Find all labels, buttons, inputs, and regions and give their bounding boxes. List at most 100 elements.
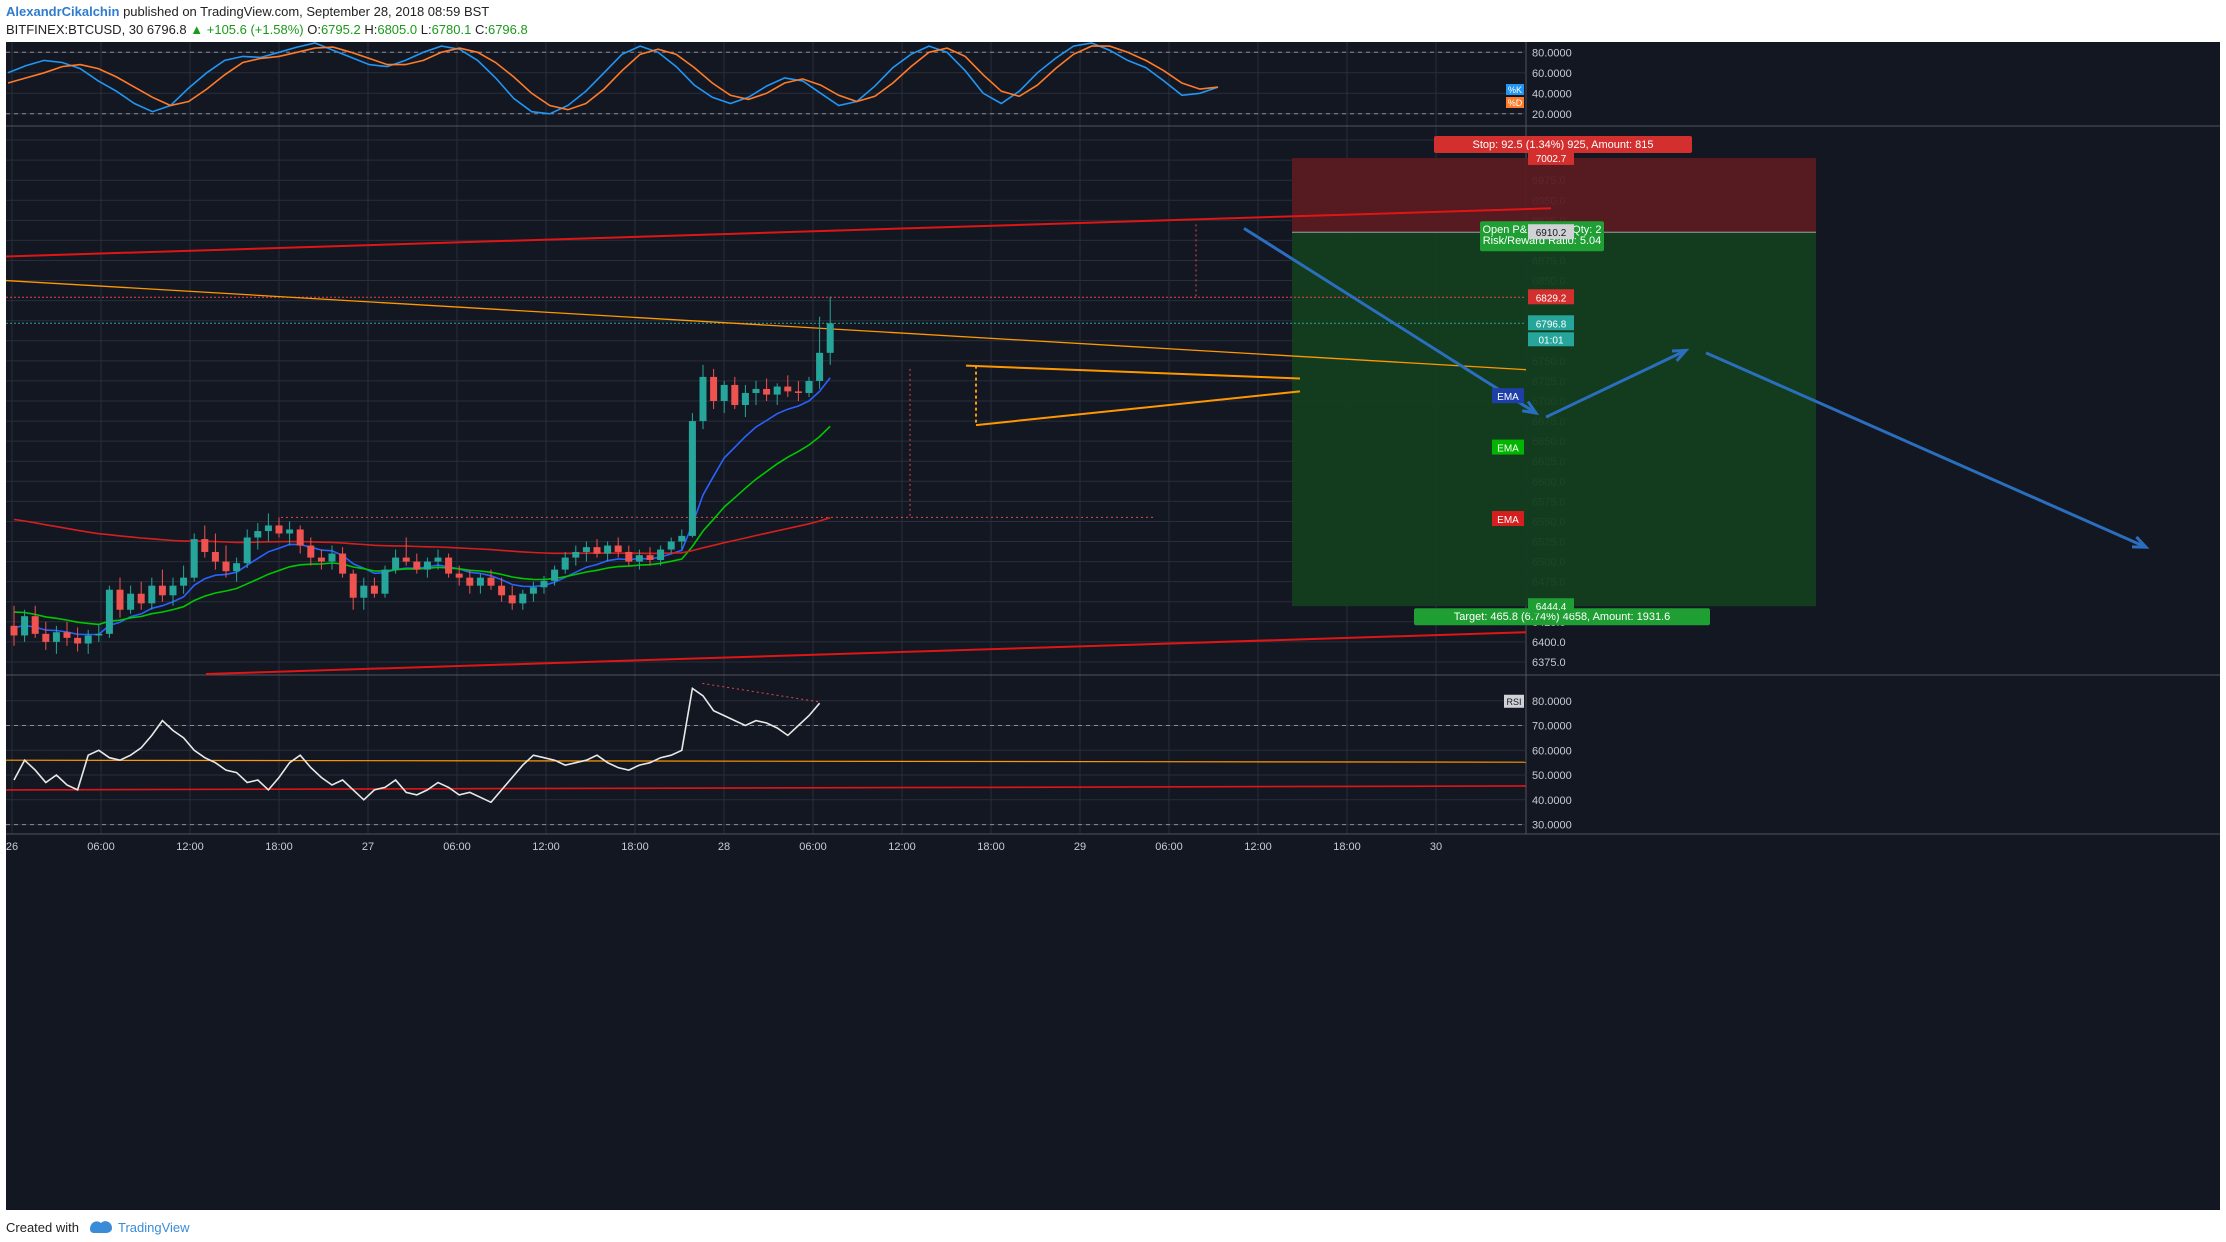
candle-body	[551, 569, 559, 581]
stop-zone	[1292, 157, 1816, 233]
ema-label-box	[1492, 439, 1524, 455]
candle-body	[52, 632, 60, 642]
candle-body	[784, 386, 792, 392]
low-label: L:	[420, 22, 432, 37]
candle-body	[794, 391, 802, 393]
candle-body	[434, 557, 442, 562]
projection-arrowhead	[2131, 535, 2150, 549]
rsi-tick-label: 50.0000	[1532, 770, 1572, 782]
target-zone	[1292, 232, 1816, 607]
price-tick-label: 6400.0	[1532, 637, 1566, 649]
projection-arrow	[1243, 227, 1537, 415]
candle-body	[127, 593, 135, 610]
candle-body	[105, 589, 113, 634]
stoch-tick-label: 40.0000	[1532, 88, 1572, 100]
candle-body	[10, 625, 18, 636]
candle-body	[74, 637, 82, 644]
symbol-label: BITFINEX:BTCUSD, 30	[6, 22, 144, 37]
candle-body	[84, 635, 92, 644]
entry-price-tag-box	[1528, 224, 1574, 240]
red-level-tag-box	[1528, 289, 1574, 305]
candle-body	[519, 593, 527, 604]
stoch-d-legend: %D	[1508, 98, 1523, 108]
candle-body	[21, 616, 29, 636]
created-with-text: Created with	[6, 1220, 79, 1235]
time-label: 29	[1074, 841, 1086, 853]
ema-blue-line	[13, 377, 831, 636]
candle-body	[678, 535, 686, 542]
time-label: 06:00	[87, 841, 115, 853]
candle-body	[657, 549, 665, 560]
candle-body	[148, 585, 156, 604]
ema-label: EMA	[1497, 444, 1519, 455]
close-label: C:	[474, 22, 488, 37]
rsi-tick-label: 40.0000	[1532, 795, 1572, 807]
stop-label-text: Stop: 92.5 (1.34%) 925, Amount: 815	[1472, 139, 1653, 151]
time-label: 12:00	[888, 841, 916, 853]
candle-body	[540, 580, 548, 588]
rsi-tick-label: 70.0000	[1532, 721, 1572, 733]
candle-body	[466, 577, 474, 586]
chart-header: AlexandrCikalchin published on TradingVi…	[0, 0, 2226, 42]
candle-body	[233, 563, 241, 572]
lower-red-trendline	[205, 631, 1527, 675]
price-tick-label: 6375.0	[1532, 657, 1566, 669]
ema-label-box	[1492, 511, 1524, 527]
publish-line: AlexandrCikalchin published on TradingVi…	[6, 4, 489, 19]
projection-arrow	[1545, 349, 1687, 419]
footer: Created with TradingView	[0, 1210, 2226, 1242]
candle-body	[180, 577, 188, 586]
open-label: O:	[307, 22, 321, 37]
orange-trendline	[5, 279, 1527, 371]
author-link[interactable]: AlexandrCikalchin	[6, 4, 120, 19]
candle-body	[625, 551, 633, 562]
candle-body	[307, 545, 315, 558]
rsi-tick-label: 80.0000	[1532, 696, 1572, 708]
candle-body	[339, 553, 347, 574]
chart-area[interactable]: 26 06:00 12:00 18:00 27 06:00 12:00 18:00 28 06:0…	[6, 42, 2220, 1210]
candle-body	[561, 557, 569, 570]
time-label: 12:00	[1244, 841, 1272, 853]
time-label: 18:00	[1333, 841, 1361, 853]
tradingview-logo-icon[interactable]	[88, 1217, 114, 1238]
candle-body	[328, 553, 336, 562]
candle-body	[508, 595, 516, 604]
candle-body	[275, 525, 283, 534]
candle-body	[593, 547, 601, 554]
target-label-box	[1414, 608, 1710, 626]
upper-red-trendline	[5, 207, 1552, 258]
high-label: H:	[364, 22, 378, 37]
ema-green-line	[13, 425, 831, 626]
candle-body	[370, 585, 378, 594]
candle-body	[254, 531, 262, 538]
candle-body	[360, 585, 368, 598]
time-label: 26	[6, 841, 18, 853]
candle-body	[222, 561, 230, 572]
candle-body	[688, 421, 696, 536]
time-label: 27	[362, 841, 374, 853]
candle-body	[805, 380, 813, 393]
time-label: 30	[1430, 841, 1442, 853]
rsi-divergence-line	[702, 682, 820, 703]
candle-body	[158, 585, 166, 596]
rsi-red-line	[5, 785, 1527, 791]
stop-price-tag-box	[1528, 149, 1574, 165]
last-price-tag-box	[1528, 315, 1574, 331]
time-label: 12:00	[176, 841, 204, 853]
stoch-d-line	[7, 45, 1219, 111]
candle-body	[699, 376, 707, 422]
time-label: 12:00	[532, 841, 560, 853]
tradingview-link[interactable]: TradingView	[118, 1220, 190, 1235]
rsi-line	[13, 687, 821, 804]
chart-svg[interactable]: 26 06:00 12:00 18:00 27 06:00 12:00 18:00 28 06:0…	[6, 42, 2220, 1210]
countdown-box	[1528, 332, 1574, 347]
candle-body	[816, 352, 824, 381]
last-price-tag: 6796.8	[1536, 319, 1567, 330]
rsi-tick-label: 30.0000	[1532, 820, 1572, 832]
ema-red-line	[13, 516, 831, 555]
published-text: published on TradingView.com, September …	[123, 4, 490, 19]
candle-body	[296, 529, 304, 546]
stoch-k-legend-box	[1506, 84, 1524, 95]
candle-body	[614, 545, 622, 552]
candle-body	[455, 573, 463, 578]
